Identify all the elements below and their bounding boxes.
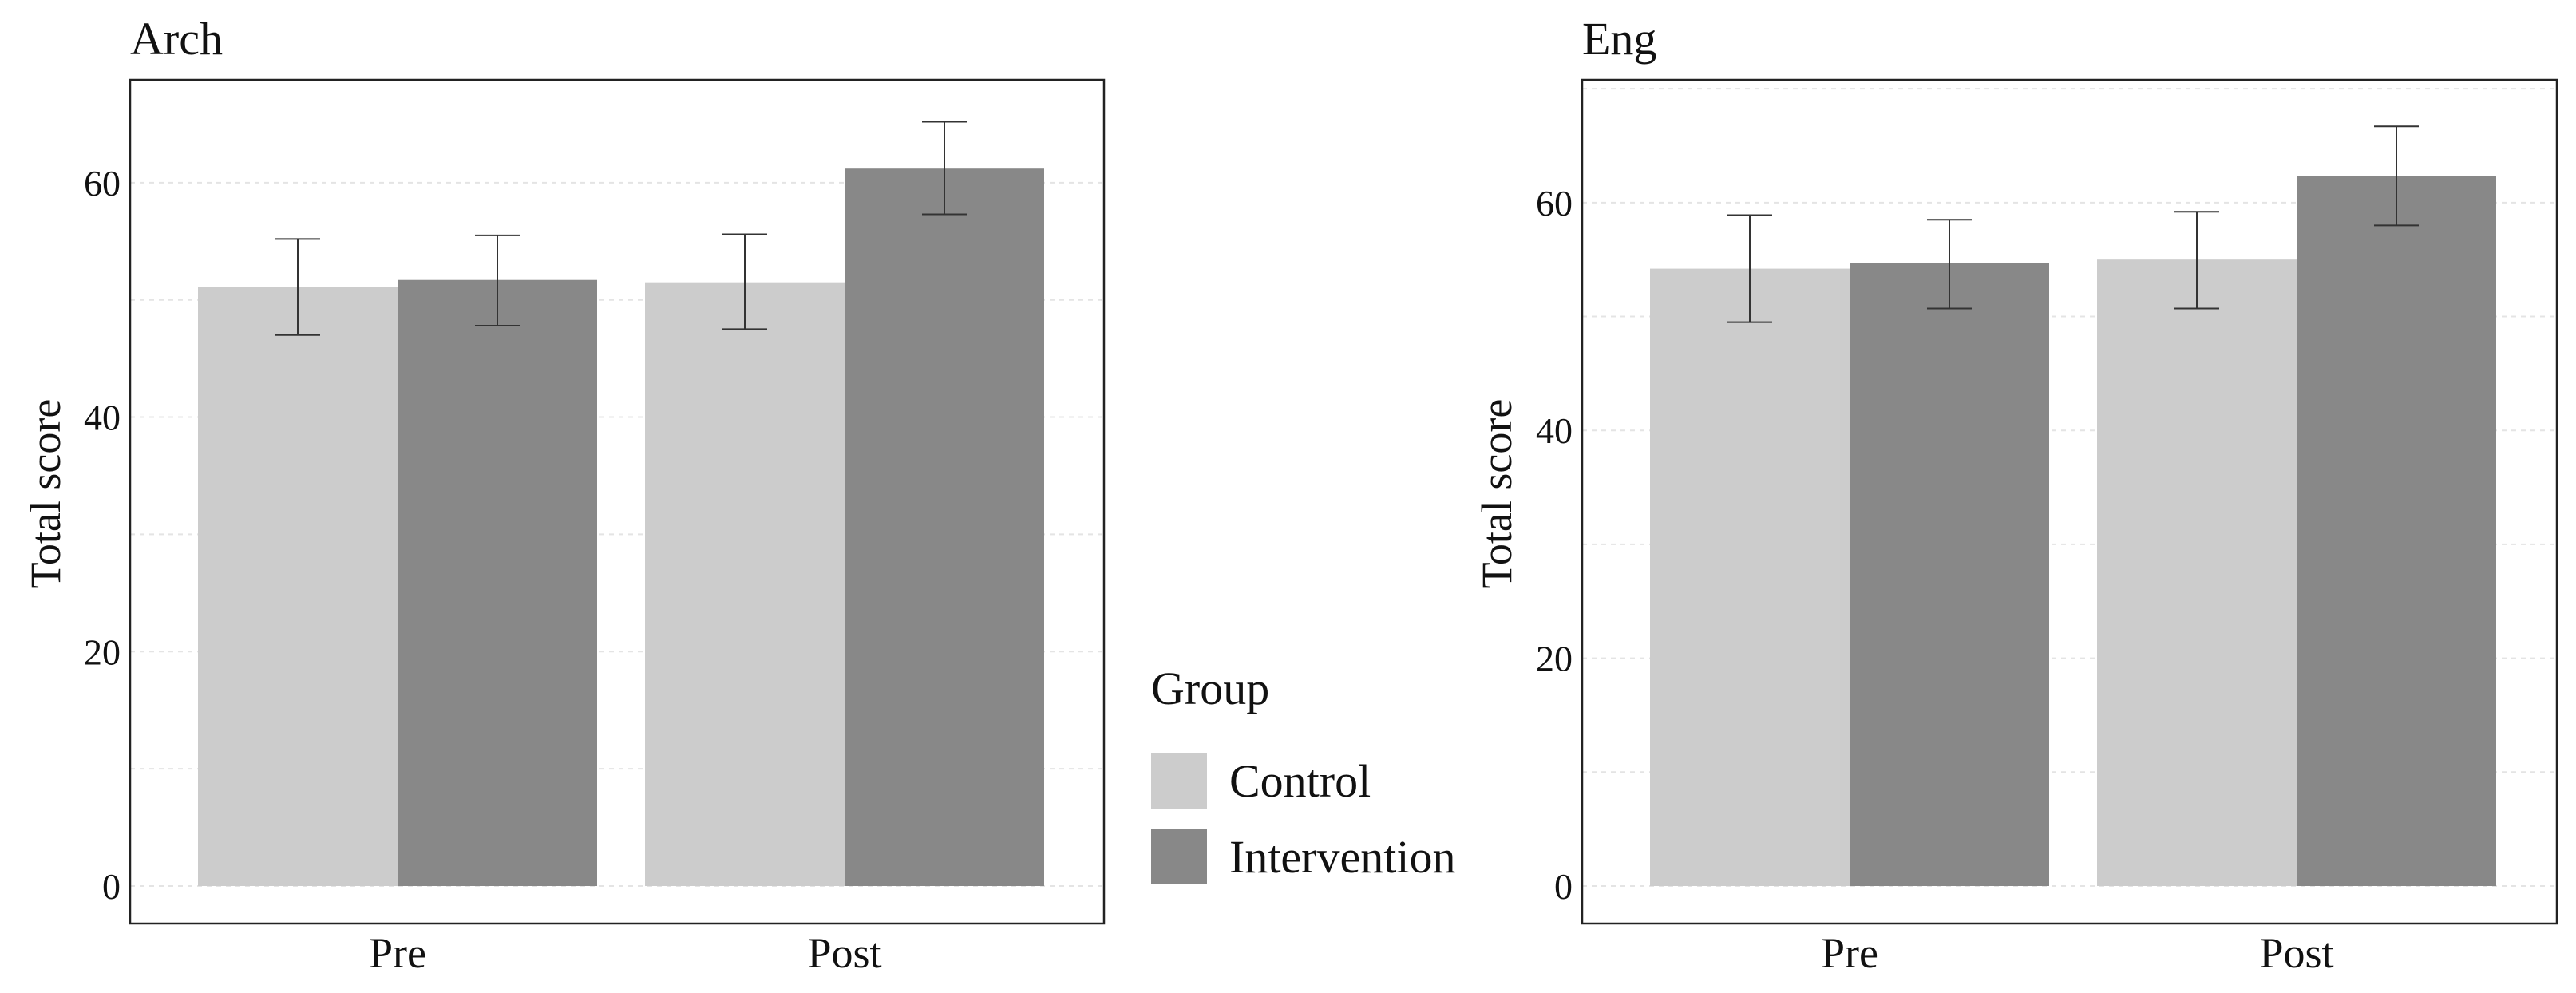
y-axis-label: Total score <box>1473 399 1521 589</box>
chart-panel-eng: Pre Post 0 20 40 60 Total score Eng <box>1473 13 2558 977</box>
bar-intervention-post <box>2297 176 2496 886</box>
x-tick-label-post: Post <box>2259 929 2333 977</box>
legend: Group Control Intervention <box>1151 663 1455 884</box>
bar-control-post <box>2097 259 2297 886</box>
bar-control-post <box>645 282 845 886</box>
bar-control-pre <box>198 287 398 886</box>
bar-intervention-pre <box>398 279 597 886</box>
y-tick-label-20: 20 <box>84 631 121 672</box>
plot-border <box>1581 78 2558 925</box>
x-tick-label-post: Post <box>807 929 881 977</box>
x-tick-label-pre: Pre <box>369 929 426 977</box>
chart-panel-arch: Pre Post 0 20 40 60 Total score Arch <box>22 13 1106 977</box>
legend-label-intervention: Intervention <box>1229 831 1455 883</box>
y-tick-label-0: 0 <box>102 866 121 907</box>
y-axis-label: Total score <box>22 399 69 589</box>
panel-title: Eng <box>1582 13 1656 65</box>
x-tick-label-pre: Pre <box>1821 929 1878 977</box>
legend-swatch-control <box>1151 753 1207 809</box>
y-tick-label-20: 20 <box>1536 639 1573 679</box>
y-tick-label-40: 40 <box>84 398 121 438</box>
y-tick-label-40: 40 <box>1536 410 1573 451</box>
bar-intervention-post <box>845 168 1044 887</box>
bar-control-pre <box>1650 268 1850 886</box>
legend-label-control: Control <box>1229 755 1371 807</box>
legend-title: Group <box>1151 663 1269 714</box>
panel-title: Arch <box>130 13 223 65</box>
y-tick-label-60: 60 <box>84 163 121 204</box>
y-tick-label-0: 0 <box>1554 866 1573 907</box>
bar-intervention-pre <box>1850 263 2049 887</box>
legend-swatch-intervention <box>1151 829 1207 884</box>
y-tick-label-60: 60 <box>1536 183 1573 224</box>
plot-border <box>129 78 1106 925</box>
